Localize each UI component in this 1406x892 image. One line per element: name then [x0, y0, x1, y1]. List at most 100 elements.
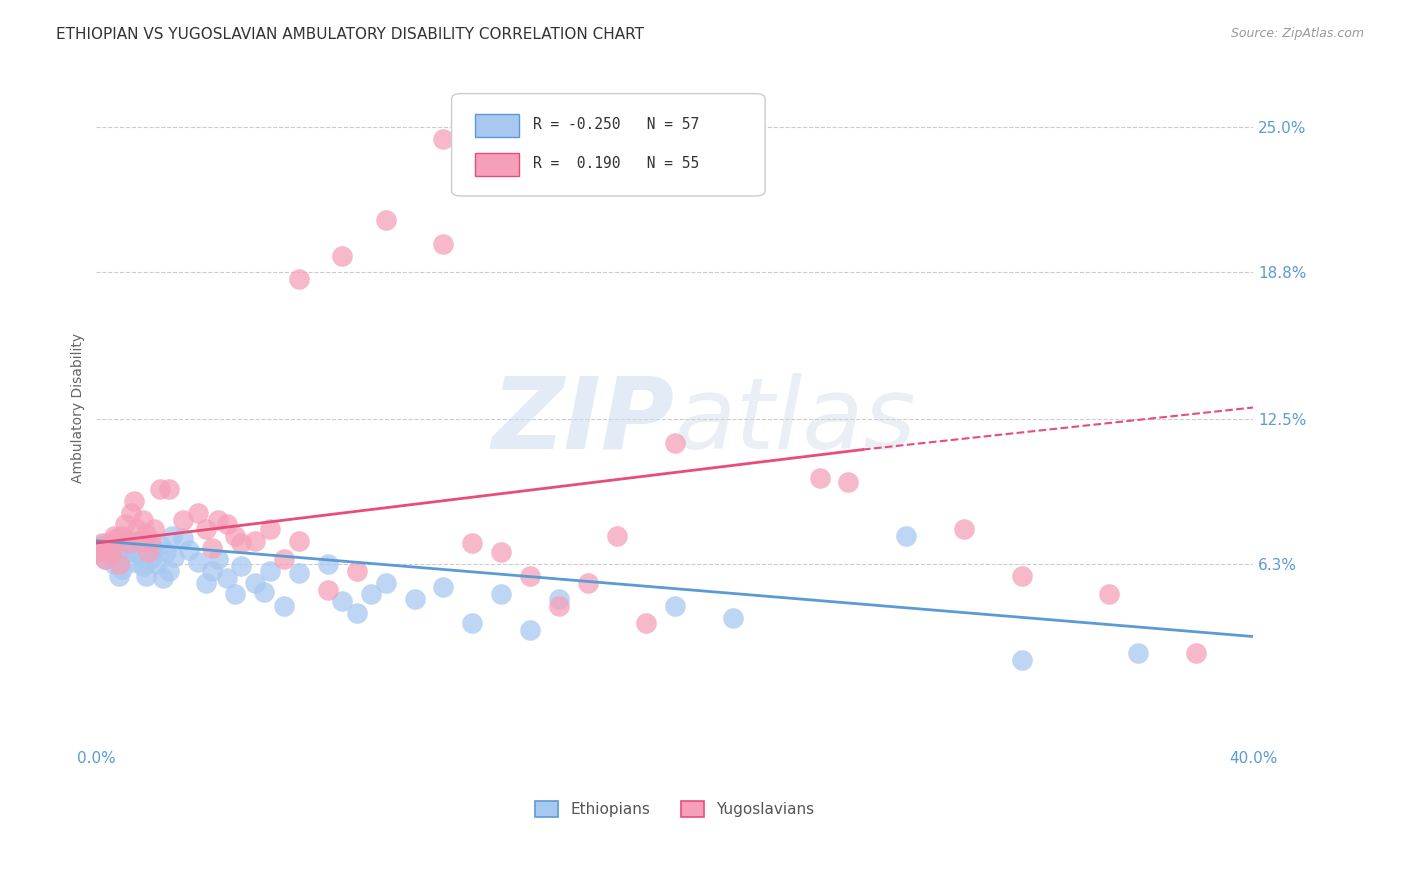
Point [346, 564, 368, 578]
Point [163, 550, 186, 565]
Point [114, 532, 136, 546]
Point [253, 585, 276, 599]
Point [94, 552, 117, 566]
Point [117, 536, 139, 550]
FancyBboxPatch shape [475, 153, 519, 176]
Point [491, 587, 513, 601]
Point [135, 568, 157, 582]
Text: atlas: atlas [675, 373, 917, 469]
Text: Source: ZipAtlas.com: Source: ZipAtlas.com [1230, 27, 1364, 40]
Point [259, 522, 281, 536]
Point [207, 552, 229, 566]
Point [111, 529, 134, 543]
Point [89, 545, 111, 559]
Point [330, 594, 353, 608]
Point [187, 506, 209, 520]
Point [157, 483, 180, 497]
Point [346, 606, 368, 620]
Point [94, 552, 117, 566]
Point [122, 555, 145, 569]
FancyBboxPatch shape [475, 114, 519, 137]
Point [135, 526, 157, 541]
Point [224, 529, 246, 543]
Point [576, 575, 599, 590]
Point [273, 552, 295, 566]
Point [122, 494, 145, 508]
Point [664, 435, 686, 450]
Point [229, 536, 252, 550]
Point [1184, 646, 1206, 660]
Point [138, 545, 160, 559]
Point [114, 517, 136, 532]
Point [89, 545, 111, 559]
Text: R =  0.190   N = 55: R = 0.190 N = 55 [533, 156, 699, 171]
Point [138, 536, 160, 550]
Point [1011, 568, 1033, 582]
Point [146, 557, 169, 571]
Point [721, 611, 744, 625]
Text: R = -0.250   N = 57: R = -0.250 N = 57 [533, 117, 699, 132]
Point [491, 545, 513, 559]
Point [105, 532, 128, 546]
Point [316, 582, 339, 597]
Point [316, 557, 339, 571]
FancyBboxPatch shape [451, 94, 765, 196]
Point [100, 545, 122, 559]
Point [519, 568, 541, 582]
Point [117, 545, 139, 559]
Point [120, 506, 142, 520]
Point [664, 599, 686, 614]
Point [143, 522, 166, 536]
Point [404, 592, 426, 607]
Point [953, 522, 976, 536]
Point [105, 550, 128, 565]
Point [128, 533, 150, 548]
Point [259, 564, 281, 578]
Point [330, 248, 353, 262]
Text: ETHIOPIAN VS YUGOSLAVIAN AMBULATORY DISABILITY CORRELATION CHART: ETHIOPIAN VS YUGOSLAVIAN AMBULATORY DISA… [56, 27, 644, 42]
Point [215, 517, 238, 532]
Point [808, 470, 831, 484]
Point [215, 571, 238, 585]
Point [606, 529, 628, 543]
Point [374, 575, 396, 590]
Point [195, 522, 218, 536]
Point [896, 529, 918, 543]
Point [128, 548, 150, 562]
Point [360, 587, 382, 601]
Point [1098, 587, 1121, 601]
Point [172, 513, 194, 527]
Point [125, 533, 148, 548]
Point [548, 592, 571, 607]
Point [229, 559, 252, 574]
Point [131, 559, 153, 574]
Point [152, 571, 174, 585]
Point [201, 564, 224, 578]
Point [103, 529, 125, 543]
Point [461, 615, 484, 630]
Legend: Ethiopians, Yugoslavians: Ethiopians, Yugoslavians [529, 795, 821, 823]
Point [155, 545, 177, 559]
Point [519, 623, 541, 637]
Point [207, 513, 229, 527]
Point [91, 536, 114, 550]
Point [108, 557, 131, 571]
Point [97, 541, 120, 555]
Point [1011, 653, 1033, 667]
Point [374, 213, 396, 227]
Point [288, 566, 311, 581]
Point [131, 513, 153, 527]
Point [177, 543, 200, 558]
Point [111, 562, 134, 576]
Point [91, 538, 114, 552]
Point [288, 533, 311, 548]
Point [141, 552, 163, 566]
Point [195, 575, 218, 590]
Point [125, 522, 148, 536]
Point [461, 536, 484, 550]
Point [103, 557, 125, 571]
Point [97, 536, 120, 550]
Point [245, 533, 267, 548]
Point [1126, 646, 1149, 660]
Point [432, 236, 454, 251]
